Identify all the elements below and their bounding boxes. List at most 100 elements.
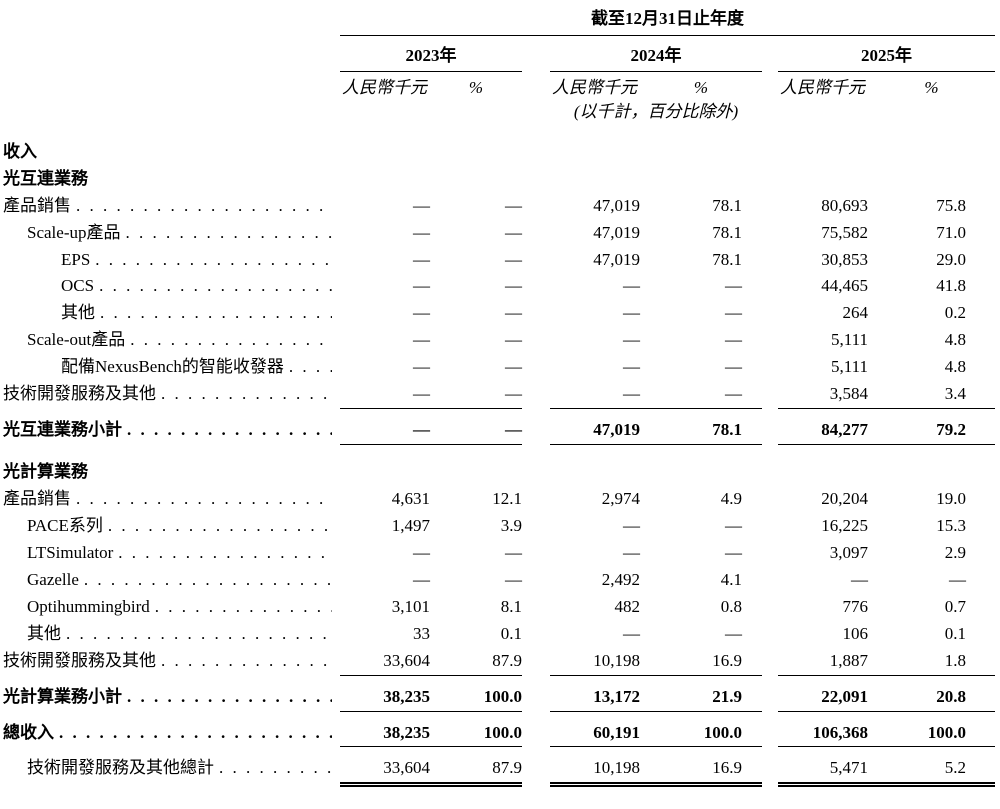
row-label-text: Scale-out產品	[27, 330, 126, 350]
dot-leader	[130, 329, 332, 352]
pct-cell-2025	[868, 461, 995, 484]
column-gap	[762, 141, 778, 164]
column-gap	[762, 757, 778, 787]
row-label: 光計算業務小計	[0, 686, 340, 712]
row-label-text: LTSimulator	[27, 542, 114, 562]
pct-header-2025: %	[924, 77, 939, 97]
column-gap	[522, 686, 550, 712]
row-label-text: 光計算業務小計	[3, 686, 122, 706]
row-label: Optihummingbird	[0, 596, 340, 619]
row-label: 產品銷售	[0, 195, 340, 218]
amount-cell-2023	[340, 141, 430, 164]
row-label-text: PACE系列	[27, 515, 103, 535]
column-gap	[522, 356, 550, 379]
amount-cell-2025: 106,368	[778, 722, 868, 748]
amount-cell-2023: —	[413, 542, 430, 562]
pct-cell-2023	[430, 141, 522, 164]
row-label-text: 光互連業務小計	[3, 420, 122, 440]
table-row: 技術開發服務及其他 — — — — 3,584 3.4	[0, 381, 1000, 411]
amount-cell-2023: 1,497	[391, 515, 430, 535]
dot-leader	[95, 249, 332, 272]
label-column-spacer	[0, 100, 340, 124]
pct-cell-2025: 100.0	[868, 722, 995, 748]
amount-cell-2023	[340, 461, 430, 484]
amount-header-2024: 人民幣千元	[552, 77, 637, 97]
amount-cell-2023: —	[340, 419, 430, 446]
pct-cell-2023: —	[505, 542, 522, 562]
financial-table: 截至12月31日止年度 2023年 2024年 2025年 人民幣千元 % 人民…	[0, 0, 1000, 789]
row-label: 總收入	[0, 722, 340, 748]
pct-cell-2024: —	[725, 330, 742, 350]
pct-cell-2023	[430, 461, 522, 484]
pct-cell-2025: 2.9	[944, 542, 966, 562]
column-gap	[522, 275, 550, 298]
column-gap	[522, 383, 550, 409]
column-gap	[522, 419, 550, 445]
pct-cell-2023: —	[505, 195, 522, 215]
pct-cell-2024: —	[725, 303, 742, 323]
pct-cell-2024: 16.9	[640, 757, 762, 788]
amount-cell-2024: 13,172	[550, 686, 640, 712]
dot-leader	[84, 569, 332, 592]
units-note: (以千計，百分比除外)	[573, 101, 739, 121]
amount-cell-2024: 2,974	[601, 489, 640, 508]
amount-cell-2024	[550, 141, 640, 164]
pct-cell-2023: 8.1	[500, 596, 522, 616]
pct-cell-2025: 4.8	[944, 330, 966, 350]
table-row: 收入	[0, 139, 1000, 166]
pct-cell-2025: 19.0	[936, 489, 966, 508]
column-gap	[522, 488, 550, 511]
amount-cell-2023: 33,604	[340, 757, 430, 788]
amount-cell-2024: 47,019	[593, 222, 640, 242]
pct-cell-2025: 75.8	[936, 195, 966, 215]
column-gap	[522, 515, 550, 538]
column-gap	[762, 329, 778, 352]
row-label: 產品銷售	[0, 488, 340, 511]
pct-cell-2024	[640, 141, 762, 164]
amount-cell-2023: —	[413, 303, 430, 323]
amount-cell-2024: —	[623, 515, 640, 535]
column-gap	[762, 77, 778, 100]
dot-leader	[125, 222, 332, 245]
pct-cell-2024: 21.9	[640, 686, 762, 712]
amount-cell-2025: 3,584	[778, 383, 868, 410]
amount-cell-2023: —	[340, 383, 430, 410]
pct-cell-2025: 20.8	[868, 686, 995, 712]
pct-cell-2024: 78.1	[712, 249, 742, 269]
table-row: 配備NexusBench的智能收發器 — — — — 5,111 4.8	[0, 354, 1000, 381]
row-label: 技術開發服務及其他	[0, 383, 340, 409]
pct-cell-2024: —	[725, 515, 742, 535]
pct-cell-2023: —	[505, 249, 522, 269]
table-row: Scale-up產品 — — 47,019 78.1 75,582 71.0	[0, 220, 1000, 247]
pct-cell-2024: 16.9	[640, 650, 762, 676]
amount-cell-2025: 84,277	[778, 419, 868, 446]
amount-cell-2024: 47,019	[593, 249, 640, 269]
dot-leader	[127, 419, 332, 442]
pct-cell-2024	[640, 168, 762, 191]
pct-cell-2024: 78.1	[712, 195, 742, 215]
amount-cell-2023: —	[413, 357, 430, 377]
amount-cell-2025: 16,225	[821, 515, 868, 535]
column-gap	[522, 141, 550, 164]
column-gap	[762, 542, 778, 565]
column-gap	[522, 569, 550, 592]
dot-leader	[118, 542, 332, 565]
pct-cell-2023: 87.9	[430, 757, 522, 788]
column-gap	[522, 168, 550, 191]
row-label-text: EPS	[61, 249, 91, 269]
amount-cell-2024: 482	[614, 596, 641, 616]
pct-cell-2025: 71.0	[936, 222, 966, 242]
column-gap	[762, 168, 778, 191]
amount-cell-2024: 10,198	[550, 650, 640, 676]
pct-cell-2023: —	[505, 303, 522, 323]
table-row: OCS — — — — 44,465 41.8	[0, 273, 1000, 300]
amount-cell-2024: —	[550, 383, 640, 410]
table-row: 總收入 38,235 100.0 60,191 100.0 106,368 10…	[0, 720, 1000, 750]
year-header-2025: 2025年	[778, 45, 995, 72]
row-label: 配備NexusBench的智能收發器	[0, 356, 340, 379]
year-header-2024: 2024年	[550, 45, 762, 72]
pct-cell-2023: 12.1	[492, 489, 522, 508]
row-label: 光互連業務小計	[0, 419, 340, 445]
pct-cell-2024: —	[725, 357, 742, 377]
year-header-row: 2023年 2024年 2025年	[0, 36, 1000, 72]
